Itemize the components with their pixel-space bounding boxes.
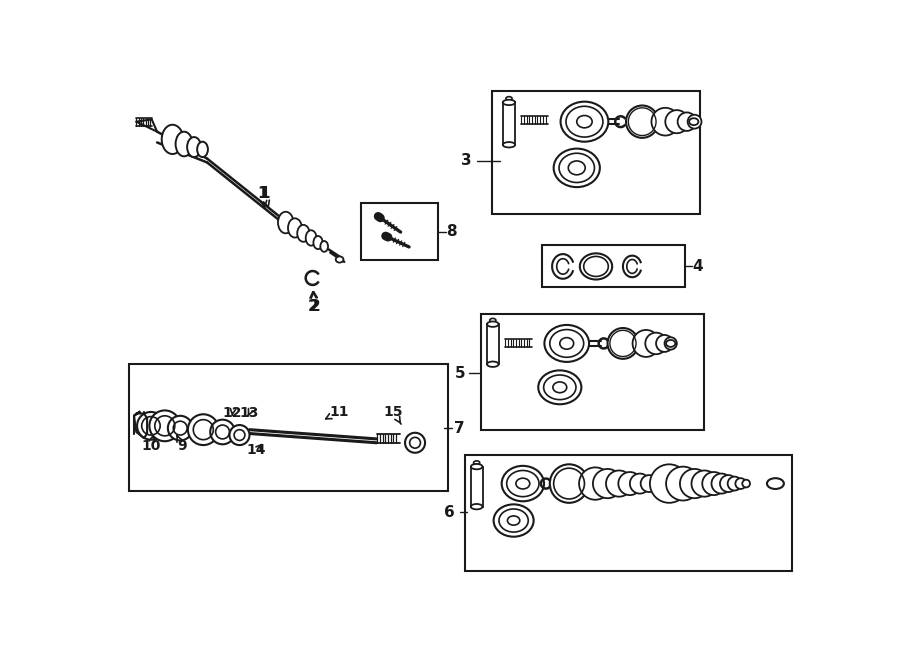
Ellipse shape: [608, 328, 638, 359]
Ellipse shape: [306, 230, 317, 246]
Ellipse shape: [630, 473, 650, 494]
Ellipse shape: [297, 225, 310, 242]
Ellipse shape: [187, 137, 201, 157]
Circle shape: [230, 425, 249, 445]
Bar: [129, 364, 448, 491]
Ellipse shape: [579, 467, 611, 500]
Ellipse shape: [666, 467, 700, 500]
Ellipse shape: [666, 340, 675, 347]
Ellipse shape: [561, 102, 608, 141]
Ellipse shape: [487, 362, 499, 367]
Ellipse shape: [320, 241, 328, 252]
Ellipse shape: [742, 480, 750, 487]
Bar: [492, 91, 700, 214]
Circle shape: [149, 410, 180, 442]
Circle shape: [211, 420, 235, 444]
Ellipse shape: [503, 142, 515, 147]
Circle shape: [137, 412, 165, 440]
Ellipse shape: [493, 504, 534, 537]
Ellipse shape: [689, 118, 698, 125]
Text: 8: 8: [446, 224, 456, 239]
Ellipse shape: [618, 472, 642, 495]
Text: 10: 10: [141, 436, 160, 453]
Ellipse shape: [702, 472, 725, 495]
Text: 5: 5: [454, 366, 465, 381]
Ellipse shape: [501, 466, 544, 501]
Ellipse shape: [652, 108, 680, 136]
Bar: [472, 467, 482, 507]
Text: 6: 6: [444, 504, 454, 520]
Ellipse shape: [735, 478, 746, 489]
Text: 2: 2: [310, 292, 320, 314]
Ellipse shape: [336, 256, 344, 262]
Ellipse shape: [544, 325, 590, 362]
Ellipse shape: [633, 330, 660, 357]
Ellipse shape: [606, 471, 632, 496]
Bar: [488, 324, 499, 364]
Bar: [542, 245, 685, 288]
Bar: [481, 314, 704, 430]
Ellipse shape: [176, 132, 193, 156]
Ellipse shape: [688, 115, 701, 129]
Ellipse shape: [641, 475, 658, 492]
Text: 15: 15: [383, 405, 403, 424]
Ellipse shape: [680, 469, 709, 498]
Ellipse shape: [626, 106, 659, 138]
Ellipse shape: [728, 477, 742, 490]
Circle shape: [168, 416, 193, 440]
Ellipse shape: [678, 112, 696, 131]
Circle shape: [405, 433, 425, 453]
Ellipse shape: [503, 100, 515, 105]
Circle shape: [188, 414, 219, 445]
Ellipse shape: [487, 321, 499, 327]
Text: 2: 2: [308, 292, 319, 314]
Ellipse shape: [664, 337, 677, 350]
Ellipse shape: [593, 469, 622, 498]
Ellipse shape: [554, 149, 599, 187]
Bar: [503, 102, 515, 145]
Ellipse shape: [538, 370, 581, 405]
Ellipse shape: [580, 253, 612, 280]
Text: 3: 3: [462, 153, 472, 169]
Ellipse shape: [720, 475, 737, 492]
Text: 11: 11: [326, 405, 348, 419]
Text: 14: 14: [247, 444, 266, 457]
Ellipse shape: [313, 236, 322, 249]
Ellipse shape: [197, 141, 208, 157]
Ellipse shape: [650, 464, 688, 503]
Ellipse shape: [645, 332, 667, 354]
Ellipse shape: [767, 478, 784, 489]
Text: 4: 4: [692, 259, 703, 274]
Ellipse shape: [471, 504, 482, 510]
Text: 9: 9: [177, 436, 186, 453]
Ellipse shape: [712, 473, 732, 494]
Ellipse shape: [550, 464, 589, 503]
Ellipse shape: [162, 125, 184, 154]
Ellipse shape: [278, 212, 293, 233]
Text: 13: 13: [239, 406, 259, 420]
Ellipse shape: [665, 110, 688, 134]
Ellipse shape: [691, 471, 717, 496]
Text: 7: 7: [454, 420, 464, 436]
Bar: [361, 202, 438, 260]
Text: 1: 1: [257, 186, 268, 207]
Ellipse shape: [656, 335, 673, 352]
Ellipse shape: [288, 218, 302, 237]
Bar: [465, 455, 792, 570]
Text: 1: 1: [259, 186, 269, 207]
Ellipse shape: [471, 464, 482, 469]
Text: 12: 12: [223, 406, 242, 420]
